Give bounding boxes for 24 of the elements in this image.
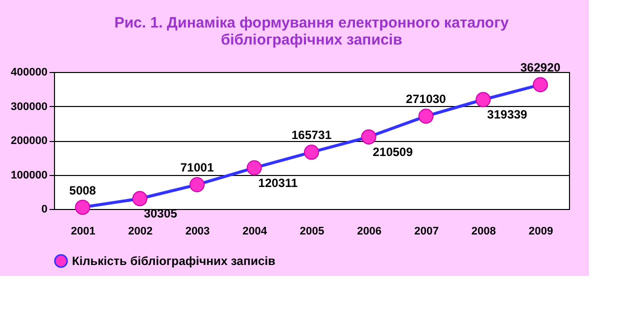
data-label: 319339 bbox=[487, 108, 528, 122]
x-tick-label: 2004 bbox=[242, 226, 268, 238]
x-tick-label: 2008 bbox=[471, 226, 496, 238]
x-tick-label: 2006 bbox=[356, 226, 382, 238]
legend-label: Кількість бібліографічних записів bbox=[72, 254, 276, 268]
y-tick-label: 200000 bbox=[10, 135, 48, 147]
y-tick-label: 100000 bbox=[10, 169, 48, 182]
data-label: 165731 bbox=[291, 128, 332, 142]
x-tick-label: 2001 bbox=[70, 226, 96, 238]
data-label: 120311 bbox=[258, 176, 298, 190]
data-label: 5008 bbox=[69, 183, 96, 198]
y-tick-label: 300000 bbox=[10, 100, 48, 113]
x-tick-label: 2009 bbox=[528, 226, 554, 238]
y-tick-label: 400000 bbox=[10, 66, 48, 78]
y-tick-label: 0 bbox=[41, 204, 48, 216]
data-label: 210509 bbox=[372, 144, 414, 159]
x-tick-label: 2005 bbox=[300, 226, 324, 238]
chart-title: Рис. 1. Динаміка формування електронного каталогу бібліографічних записів bbox=[114, 14, 510, 49]
x-tick-label: 2007 bbox=[414, 226, 439, 238]
data-label: 71001 bbox=[180, 160, 214, 175]
x-tick-label: 2003 bbox=[185, 226, 210, 238]
data-label: 271030 bbox=[406, 92, 446, 106]
x-tick-label: 2002 bbox=[128, 226, 153, 238]
data-label: 362920 bbox=[520, 60, 561, 75]
